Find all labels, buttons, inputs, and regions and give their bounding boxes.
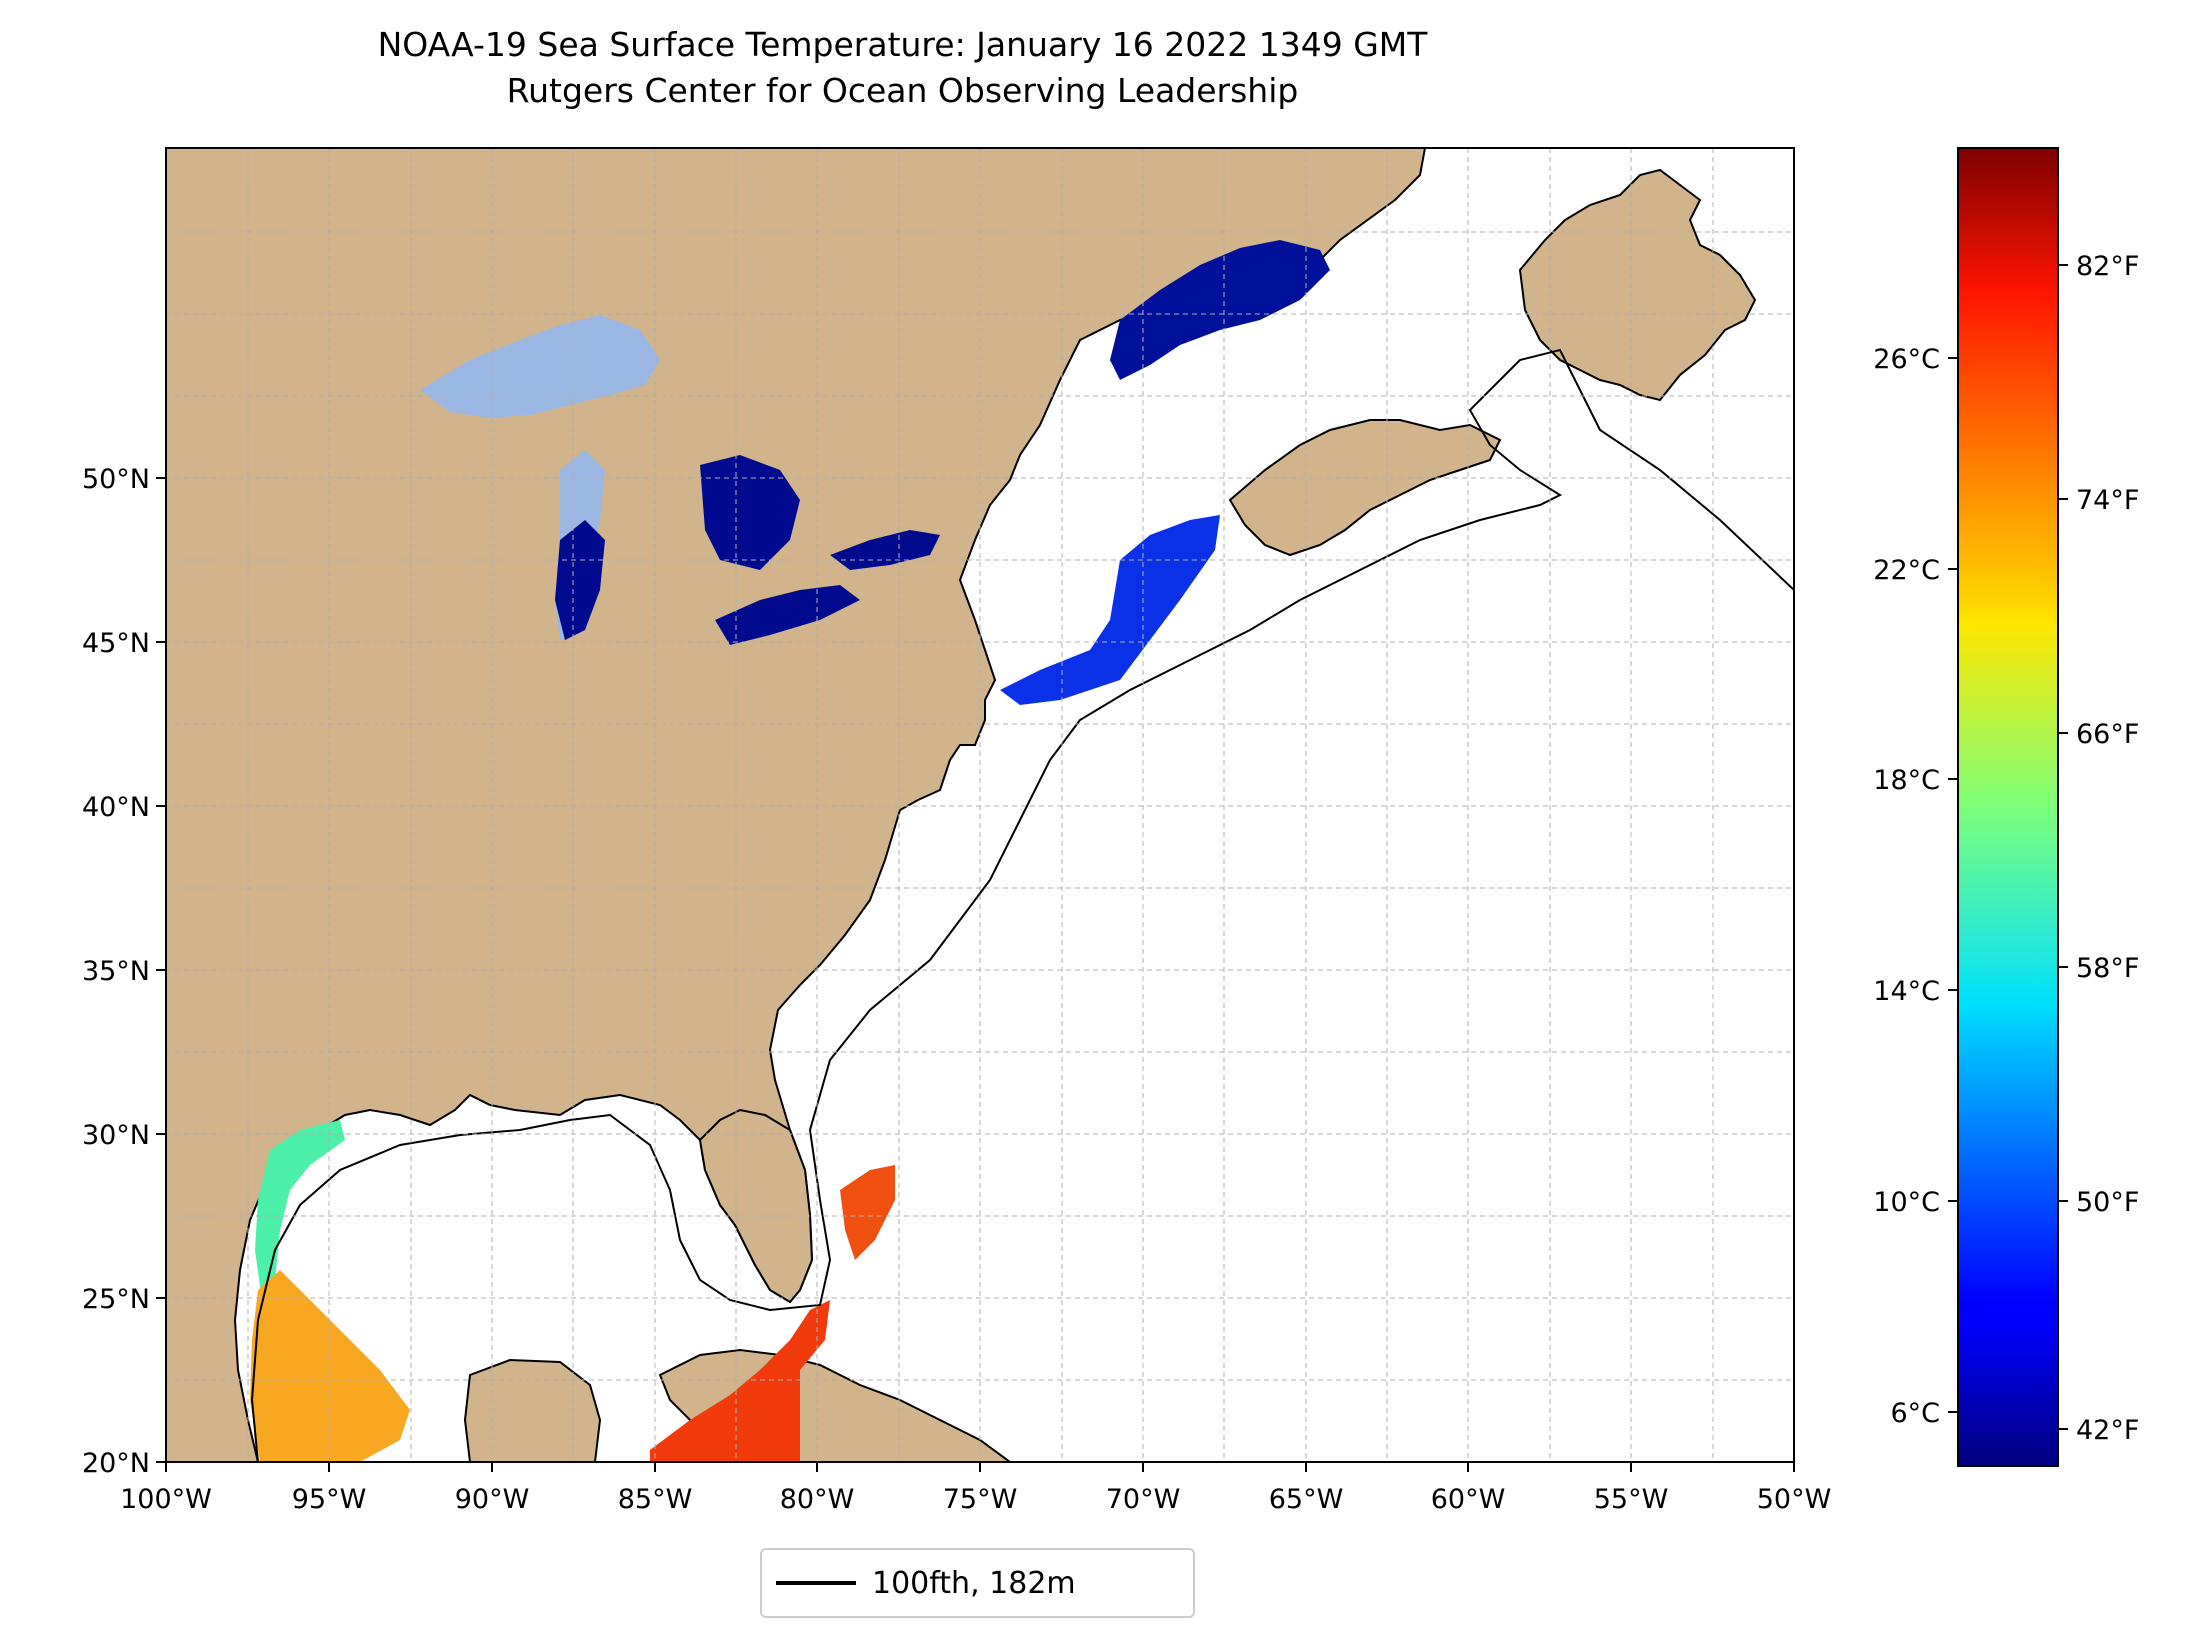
colorbar-fahrenheit-axis [2058, 264, 2068, 1430]
y-tick-label: 45°N [82, 628, 150, 659]
celsius-tick-label: 14°C [1873, 976, 1940, 1007]
x-tick-label: 50°W [1757, 1484, 1832, 1515]
lake-huron-sst [700, 455, 800, 570]
gulf-coast-sst-cool [255, 1120, 345, 1300]
title-line-1: NOAA-19 Sea Surface Temperature: January… [377, 25, 1428, 64]
land-nova-scotia [1228, 419, 1502, 557]
x-tick-label: 80°W [780, 1484, 855, 1515]
y-tick-label: 50°N [82, 464, 150, 495]
y-tick-label: 35°N [82, 956, 150, 987]
legend-line-swatch [776, 1581, 856, 1585]
celsius-tick-label: 26°C [1873, 344, 1940, 375]
x-tick-label: 70°W [1106, 1484, 1181, 1515]
fahrenheit-tick-label: 66°F [2076, 719, 2139, 750]
y-tick-label: 40°N [82, 792, 150, 823]
y-tick-label: 25°N [82, 1284, 150, 1315]
fahrenheit-tick-label: 42°F [2076, 1415, 2139, 1446]
x-axis [165, 1462, 1795, 1472]
x-tick-label: 95°W [292, 1484, 367, 1515]
land-florida [698, 1108, 814, 1304]
land-north-america [166, 148, 1427, 1462]
x-tick-label: 90°W [455, 1484, 530, 1515]
celsius-tick-label: 6°C [1890, 1398, 1940, 1429]
colorbar-celsius-axis [1948, 357, 1958, 1413]
x-tick-label: 55°W [1594, 1484, 1669, 1515]
x-tick-label: 85°W [618, 1484, 693, 1515]
map-title: NOAA-19 Sea Surface Temperature: January… [0, 22, 1805, 114]
celsius-tick-label: 18°C [1873, 765, 1940, 796]
land-yucatan [463, 1358, 602, 1462]
legend-label: 100fth, 182m [872, 1565, 1076, 1601]
y-axis [156, 477, 166, 1463]
x-tick-label: 65°W [1269, 1484, 1344, 1515]
x-tick-label: 100°W [120, 1484, 212, 1515]
lake-ontario-sst [830, 530, 940, 570]
y-tick-label: 30°N [82, 1120, 150, 1151]
lake-superior [420, 315, 660, 418]
fahrenheit-tick-label: 50°F [2076, 1187, 2139, 1218]
fahrenheit-tick-label: 74°F [2076, 485, 2139, 516]
y-tick-label: 20°N [82, 1448, 150, 1479]
celsius-tick-label: 22°C [1873, 555, 1940, 586]
caribbean-sst-hot [650, 1300, 830, 1462]
bahamas-sst-hot [840, 1165, 895, 1260]
land-newfoundland [1518, 168, 1757, 402]
fahrenheit-tick-label: 58°F [2076, 953, 2139, 984]
lake-michigan-sst [555, 520, 605, 640]
title-line-2: Rutgers Center for Ocean Observing Leade… [506, 71, 1299, 110]
colorbar [1957, 147, 2059, 1467]
st-lawrence-sst [1110, 240, 1330, 380]
isobath-100fth [250, 348, 1794, 1462]
fahrenheit-tick-label: 82°F [2076, 251, 2139, 282]
lake-erie-sst [715, 585, 860, 645]
gulf-west-sst-warm [250, 1270, 410, 1462]
x-tick-label: 75°W [943, 1484, 1018, 1515]
x-tick-label: 60°W [1431, 1484, 1506, 1515]
gulf-of-maine-sst [1000, 515, 1220, 705]
celsius-tick-label: 10°C [1873, 1187, 1940, 1218]
map-legend: 100fth, 182m [760, 1548, 1195, 1618]
gridlines [166, 148, 1794, 1462]
